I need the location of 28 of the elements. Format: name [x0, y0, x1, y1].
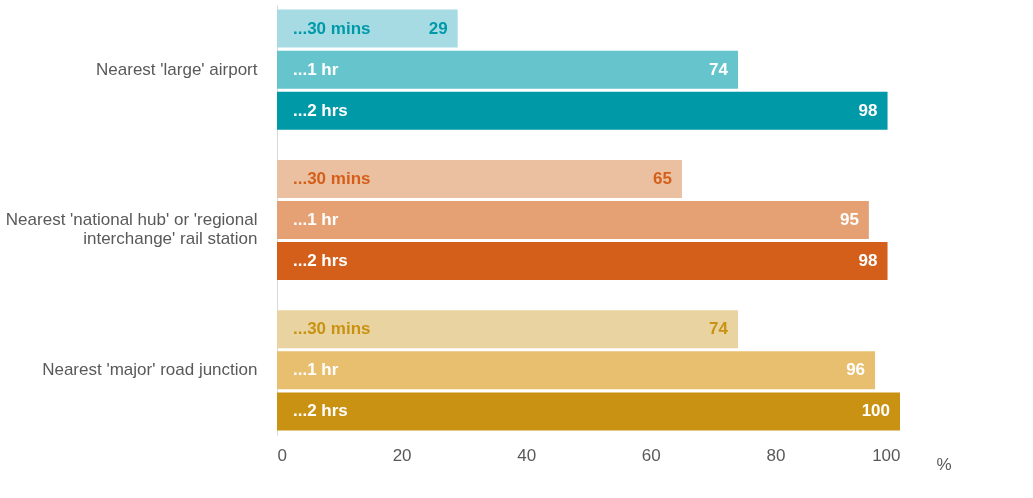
text: ...2 hrs	[293, 251, 348, 271]
data-label: 74	[709, 59, 729, 79]
x-tick-label: 60	[641, 445, 661, 465]
x-tick-label: 40	[517, 445, 537, 465]
data-label: 95	[839, 210, 859, 229]
text: ...30 mins	[293, 168, 371, 188]
x-axis-title: %	[936, 454, 952, 474]
data-label: 100	[861, 401, 890, 421]
text: ...2 hrs	[293, 401, 348, 421]
data-label: 98	[858, 100, 878, 120]
data-label: 96	[846, 360, 866, 380]
text: ...1 hr	[293, 360, 339, 380]
text: ...1 hr	[293, 210, 339, 229]
x-tick-label: 20	[392, 445, 412, 465]
data-label: 98	[858, 251, 878, 271]
y-tick-label: Nearest 'large' airport	[96, 59, 258, 79]
x-tick-label: 80	[766, 445, 786, 465]
series-label: ...30 mins	[293, 18, 371, 38]
series-label: ...1 hr	[293, 59, 339, 79]
series-label: ...2 hrs	[293, 100, 348, 120]
data-label: 74	[709, 319, 729, 339]
y-tick-label: Nearest 'major' road junction	[42, 360, 258, 380]
text: ...30 mins	[293, 319, 371, 339]
y-tick-label: Nearest 'national hub' or 'regional interchange' rail station	[5, 210, 258, 248]
data-label: 65	[653, 168, 672, 188]
data-label: 29	[428, 18, 448, 38]
x-tick-label: 0	[277, 445, 287, 465]
x-tick-label: 100	[872, 445, 901, 465]
